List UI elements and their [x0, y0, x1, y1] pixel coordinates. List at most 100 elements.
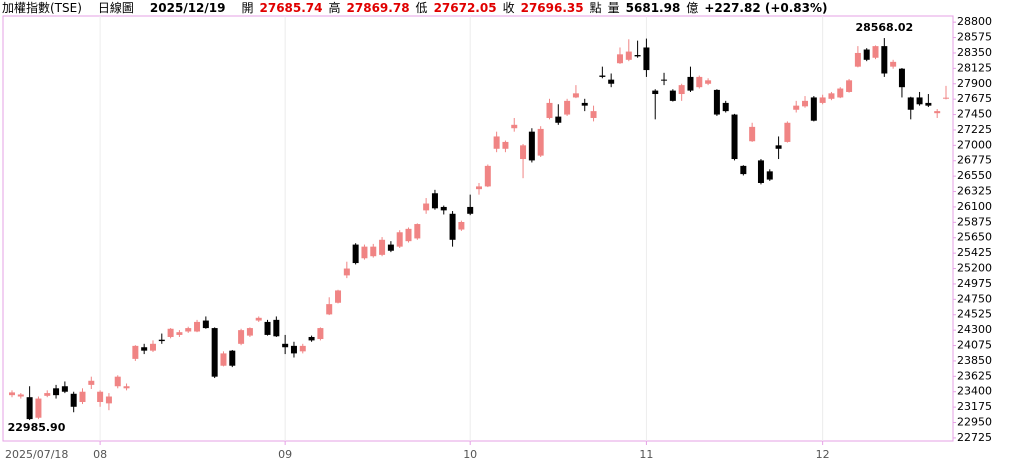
- candle-body: [70, 393, 77, 407]
- volume-label: 量: [607, 1, 620, 15]
- candle-body: [423, 203, 430, 211]
- candle-body: [396, 232, 403, 247]
- candle-body: [652, 90, 659, 95]
- candle-body: [246, 328, 253, 336]
- y-tick-label: 28350: [957, 46, 992, 59]
- candle-body: [414, 224, 421, 239]
- y-tick-label: 23400: [957, 385, 992, 398]
- candle-body: [537, 128, 544, 156]
- candle-body: [846, 80, 853, 92]
- index-name: 加權指數(TSE): [2, 1, 82, 15]
- y-tick-label: 24300: [957, 323, 992, 336]
- candle-body: [802, 100, 809, 107]
- y-tick-label: 23850: [957, 354, 992, 367]
- y-tick-label: 26775: [957, 154, 992, 167]
- candle-body: [599, 75, 606, 77]
- change: +227.82 (+0.83%): [704, 0, 828, 15]
- candle-body: [528, 131, 535, 161]
- x-tick-label: 10: [463, 448, 477, 461]
- y-tick-label: 28800: [957, 15, 992, 28]
- y-tick-label: 22950: [957, 416, 992, 429]
- candle-body: [669, 90, 676, 101]
- open-value: 27685.74: [259, 0, 323, 15]
- low-label: 22985.90: [8, 421, 66, 434]
- candle-body: [458, 221, 465, 230]
- candle-body: [387, 244, 394, 251]
- candle-body: [88, 380, 95, 385]
- candle-body: [361, 246, 368, 259]
- candle-body: [898, 68, 905, 88]
- candle-body: [379, 239, 386, 255]
- candle-body: [819, 97, 826, 103]
- candle-body: [740, 165, 747, 175]
- candle-body: [132, 345, 139, 359]
- candle-body: [185, 328, 192, 332]
- candle-body: [202, 320, 209, 329]
- candle-body: [625, 51, 632, 60]
- candle-body: [775, 145, 782, 149]
- y-tick-label: 24975: [957, 277, 992, 290]
- y-tick-label: 27900: [957, 77, 992, 90]
- candle-body: [854, 52, 861, 67]
- y-tick-label: 27675: [957, 92, 992, 105]
- candle-body: [916, 97, 923, 105]
- y-tick-label: 23175: [957, 400, 992, 413]
- candle-body: [26, 397, 33, 420]
- candle-body: [766, 171, 773, 180]
- x-tick-label: 08: [93, 448, 107, 461]
- candle-body: [149, 343, 156, 351]
- candle-body: [863, 49, 870, 60]
- low-value: 27672.05: [433, 0, 497, 15]
- low-label: 低: [415, 1, 428, 15]
- candle-body: [616, 54, 623, 64]
- candle-body: [678, 85, 685, 95]
- candle-body: [229, 350, 236, 366]
- volume-value: 5681.98: [625, 0, 681, 15]
- candle-body: [370, 246, 377, 257]
- candle-body: [141, 347, 148, 351]
- candle-body: [53, 388, 60, 396]
- candle-body: [749, 126, 756, 142]
- y-tick-label: 22725: [957, 431, 992, 444]
- candle-body: [44, 393, 51, 396]
- candle-body: [713, 89, 720, 115]
- y-tick-label: 27450: [957, 108, 992, 121]
- chart-kind: 日線圖: [97, 1, 134, 15]
- candle-body: [449, 213, 456, 240]
- candle-body: [211, 328, 218, 377]
- y-tick-label: 24750: [957, 292, 992, 305]
- candle-body: [194, 321, 201, 332]
- y-tick-label: 25650: [957, 231, 992, 244]
- candle-body: [158, 339, 165, 342]
- open-label: 開: [241, 1, 254, 15]
- high-label: 28568.02: [855, 21, 913, 34]
- candle-body: [431, 193, 438, 209]
- candle-body: [352, 244, 359, 264]
- y-tick-label: 25200: [957, 262, 992, 275]
- candle-body: [238, 330, 245, 344]
- candle-body: [299, 345, 306, 352]
- candle-body: [555, 116, 562, 123]
- y-tick-label: 27225: [957, 123, 992, 136]
- y-tick-label: 25425: [957, 246, 992, 259]
- candle-body: [722, 102, 729, 112]
- candle-body: [405, 228, 412, 242]
- candle-body: [17, 394, 24, 397]
- candle-body: [35, 398, 42, 418]
- candle-body: [943, 97, 949, 99]
- high-value: 27869.78: [346, 0, 410, 15]
- candle-body: [881, 46, 888, 74]
- candle-body: [273, 319, 280, 337]
- candle-body: [608, 79, 615, 84]
- candle-body: [343, 268, 350, 276]
- candle-body: [696, 76, 703, 88]
- candle-body: [264, 321, 271, 335]
- plot-frame: [2, 15, 954, 442]
- candle-body: [176, 332, 183, 335]
- candle-body: [511, 124, 518, 129]
- candle-body: [167, 328, 174, 337]
- candle-body: [793, 105, 800, 110]
- x-tick-label: 12: [816, 448, 830, 461]
- header: 加權指數(TSE) 日線圖 2025/12/19 開 27685.74 高 27…: [0, 0, 1024, 16]
